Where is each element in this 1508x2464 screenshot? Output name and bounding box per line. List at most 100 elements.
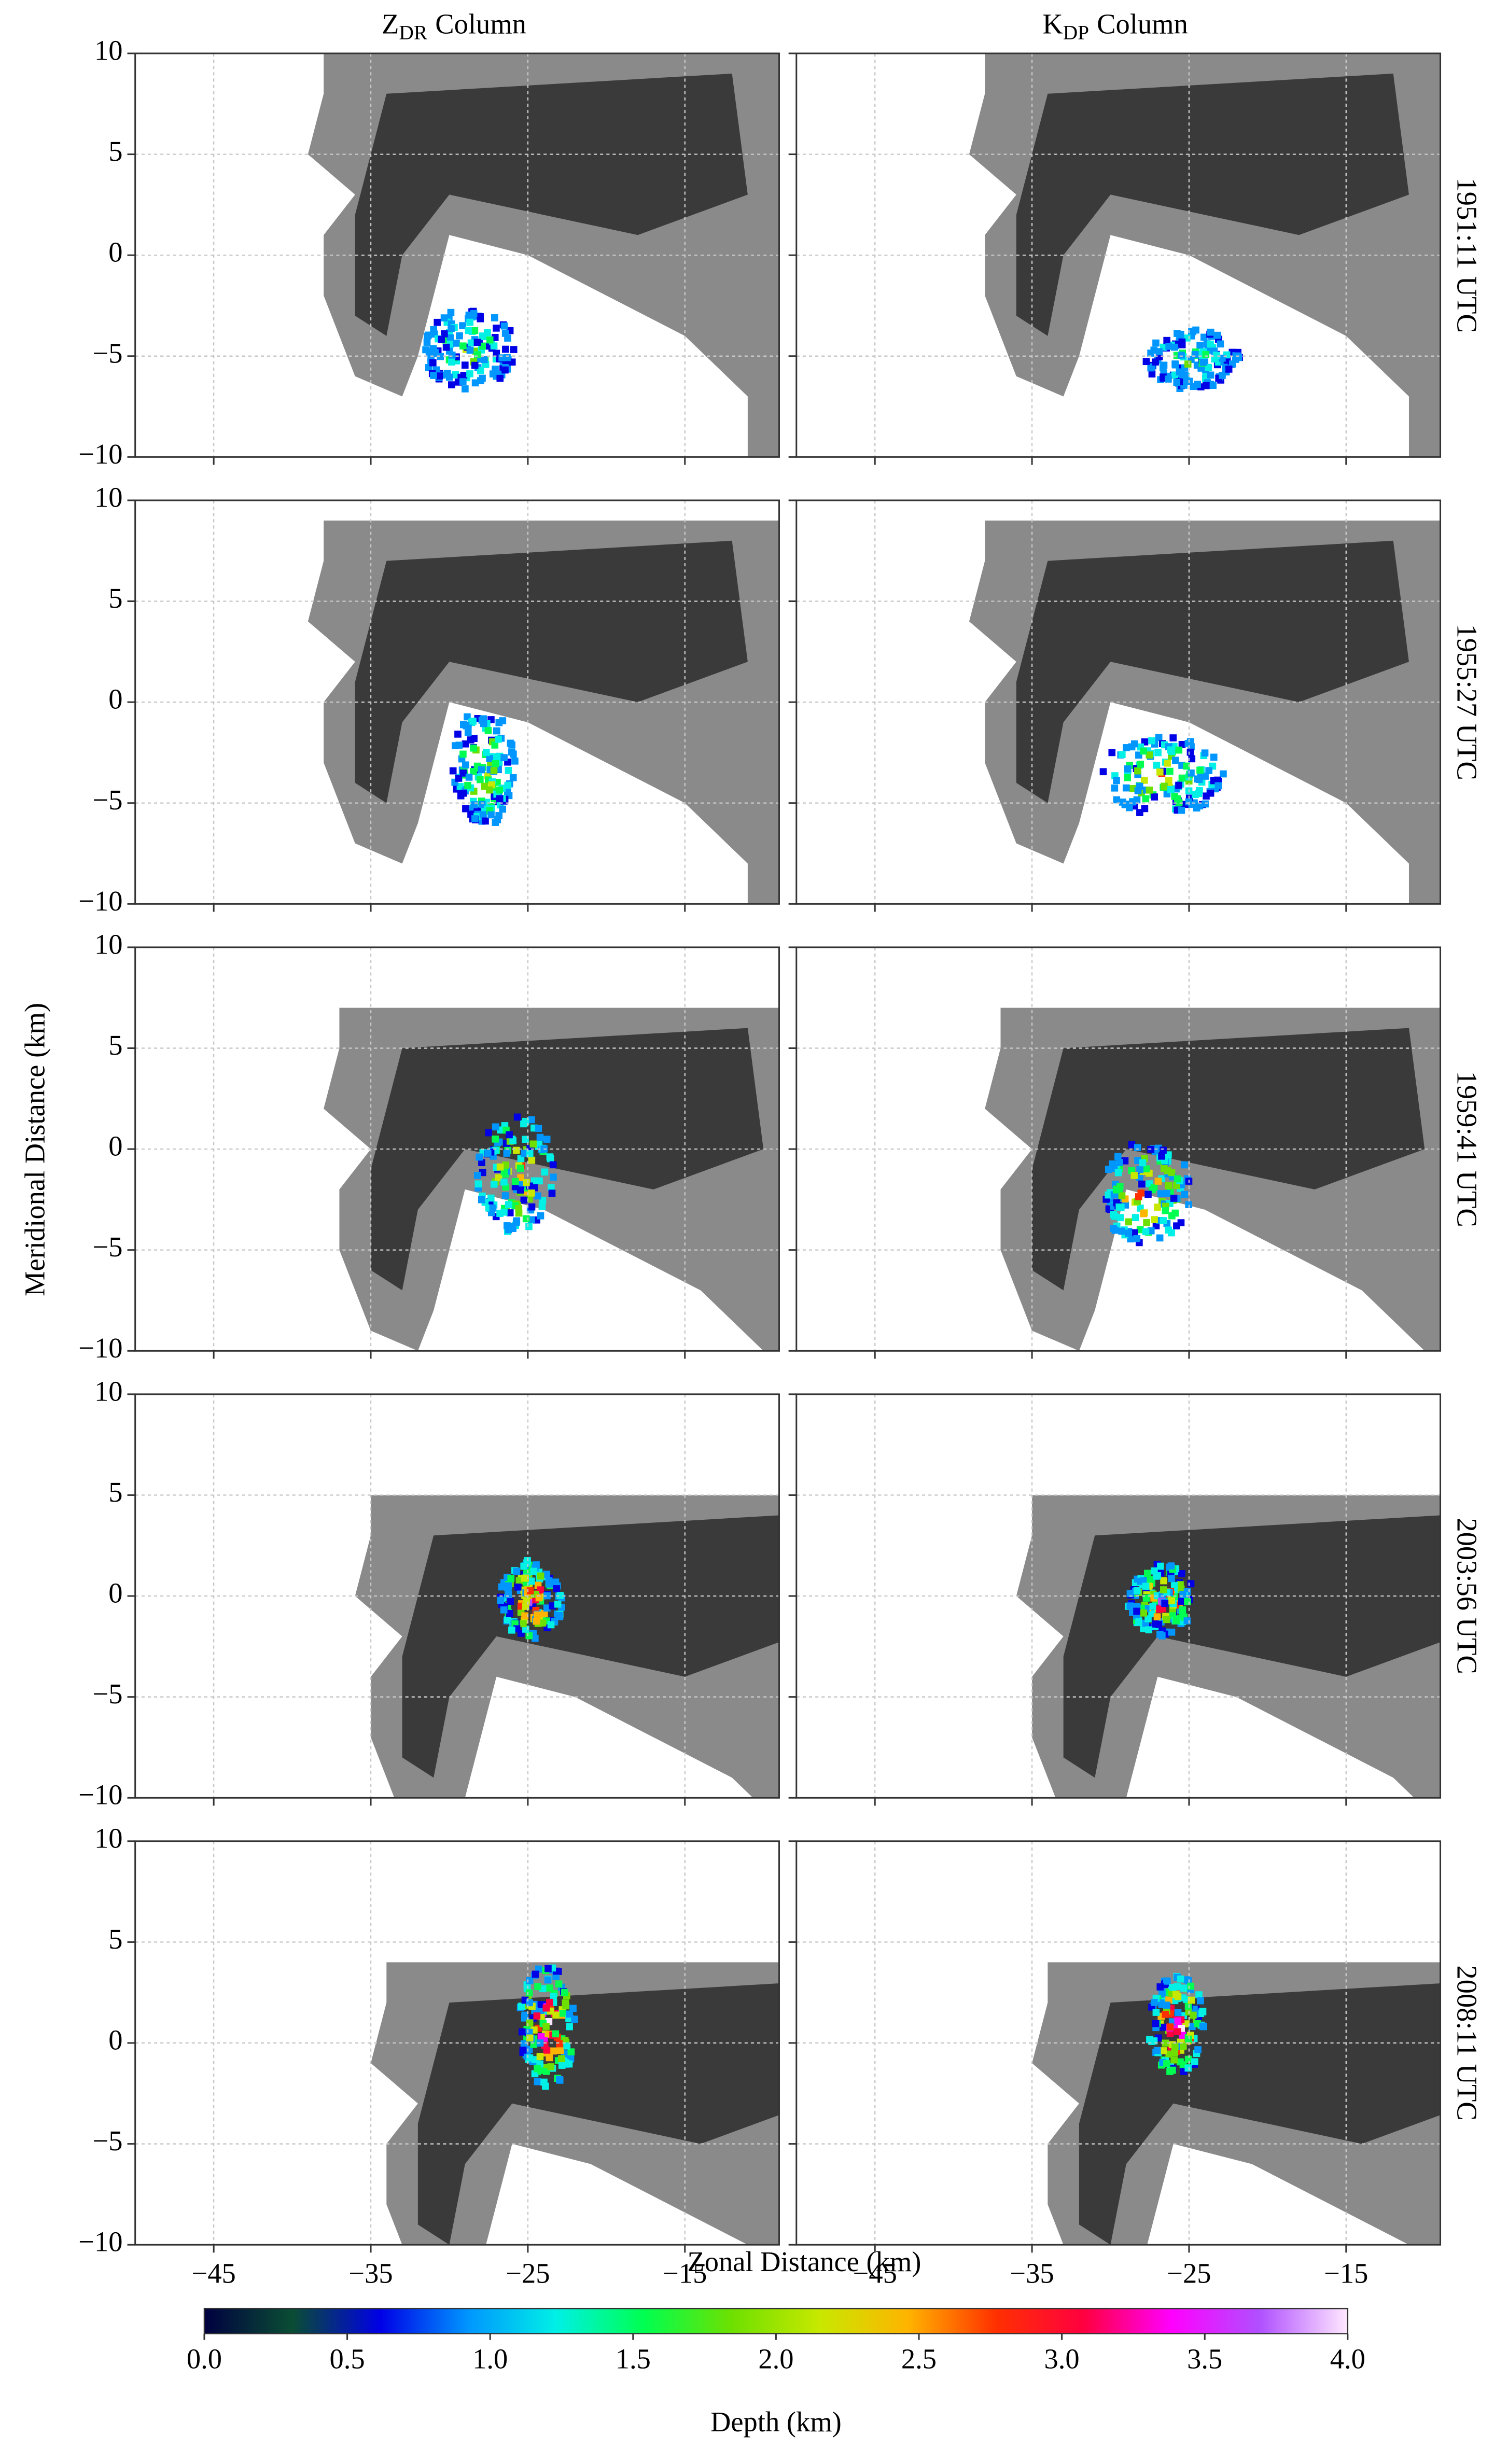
column-pixel <box>513 1567 520 1575</box>
column-pixel <box>493 727 500 735</box>
column-pixel <box>1133 1607 1140 1615</box>
column-pixel <box>1181 371 1189 379</box>
title-main: Z <box>382 8 399 39</box>
column-pixel <box>513 1113 521 1121</box>
column-pixel <box>1154 749 1162 757</box>
column-pixel <box>1136 1173 1143 1181</box>
column-pixel <box>501 366 509 374</box>
column-pixel <box>528 1156 536 1164</box>
column-pixel <box>552 2011 560 2019</box>
column-pixel <box>506 1209 514 1216</box>
column-pixel <box>442 343 450 351</box>
column-pixel <box>1156 1605 1163 1613</box>
column-pixel <box>546 1998 553 2006</box>
column-pixel <box>1163 337 1170 344</box>
column-pixel <box>1143 1219 1150 1226</box>
column-pixel <box>1151 1999 1158 2006</box>
y-tick-label: −5 <box>92 2125 122 2157</box>
column-pixel <box>505 1201 512 1209</box>
column-pixel <box>1169 1984 1177 1991</box>
column-pixel <box>534 1983 541 1991</box>
column-pixel <box>486 755 493 762</box>
column-pixel <box>1133 1235 1141 1242</box>
column-pixel <box>1157 1190 1165 1197</box>
panel <box>788 946 1442 1359</box>
column-pixel <box>1190 2011 1197 2019</box>
column-pixel <box>498 1583 506 1591</box>
y-tick-label: −5 <box>92 784 122 816</box>
column-pixel <box>1175 746 1183 754</box>
column-pixel <box>466 318 473 326</box>
column-pixel <box>1133 1587 1141 1594</box>
column-pixel <box>495 735 502 743</box>
y-tick-label: 10 <box>94 34 123 66</box>
column-pixel <box>1113 796 1121 804</box>
column-pixel <box>1160 2023 1167 2031</box>
column-pixel <box>1136 1226 1144 1234</box>
column-pixel <box>541 1168 549 1176</box>
column-pixel <box>1172 1991 1180 1998</box>
radar-image <box>985 1007 1441 1351</box>
column-pixel <box>561 1989 568 1996</box>
y-tick-label: 5 <box>108 1476 122 1508</box>
column-pixel <box>1176 368 1183 376</box>
column-pixel <box>1146 1576 1153 1584</box>
column-pixel <box>1210 753 1218 761</box>
column-pixel <box>1207 340 1214 348</box>
column-pixel <box>501 1192 509 1199</box>
column-pixel <box>452 371 459 379</box>
column-pixel <box>1111 784 1119 792</box>
column-pixel <box>1207 371 1214 379</box>
column-pixel <box>1186 748 1194 756</box>
column-pixel <box>1113 777 1120 785</box>
column-pixel <box>506 1131 513 1139</box>
column-pixel <box>474 351 481 358</box>
column-pixel <box>470 744 477 752</box>
column-pixel <box>437 353 444 360</box>
column-pixel <box>1207 789 1214 797</box>
column-pixel <box>1220 770 1227 778</box>
column-pixel <box>464 729 472 736</box>
column-pixel <box>1111 1226 1119 1234</box>
column-pixel <box>480 356 488 363</box>
column-pixel <box>1160 1577 1167 1585</box>
column-pixel <box>449 767 457 775</box>
y-tick-label: 5 <box>108 1923 122 1955</box>
column-pixel <box>460 372 468 379</box>
column-pixel <box>543 1604 551 1612</box>
column-pixel <box>440 330 448 338</box>
colorbar-tick-label: 2.5 <box>901 2343 937 2375</box>
column-pixel <box>1166 767 1174 775</box>
y-tick-label: −10 <box>78 885 122 917</box>
column-pixel <box>1142 358 1150 366</box>
column-pixel <box>436 372 443 380</box>
row-label: 1955:27 UTC <box>1451 624 1483 780</box>
column-pixel <box>464 781 471 789</box>
column-pixel <box>471 361 479 369</box>
column-pixel <box>1144 1615 1152 1622</box>
column-pixel <box>474 1180 482 1188</box>
column-pixel <box>1160 1586 1167 1593</box>
column-pixel <box>1149 1603 1157 1610</box>
column-pixel <box>459 378 467 385</box>
reflectivity-core <box>1016 540 1409 803</box>
column-pixel <box>525 1989 533 1997</box>
column-pixel <box>1177 1581 1184 1588</box>
row-label: 2003:56 UTC <box>1451 1518 1483 1674</box>
column-pixel <box>478 766 485 774</box>
column-pixel <box>1172 757 1179 764</box>
column-pixel <box>455 775 463 782</box>
column-pixel <box>487 1194 495 1202</box>
column-pixel <box>1121 1157 1129 1165</box>
column-pixel <box>1167 1562 1175 1570</box>
column-pixel <box>492 819 499 826</box>
column-pixel <box>495 1174 502 1182</box>
column-pixel <box>1163 1189 1170 1197</box>
title-sub: DP <box>1063 21 1089 44</box>
column-pixel <box>520 1196 528 1204</box>
column-pixel <box>477 367 484 374</box>
y-tick-label: −10 <box>78 1332 122 1364</box>
column-pixel <box>1123 744 1130 751</box>
column-pixel <box>470 735 478 743</box>
column-pixel <box>1171 343 1178 351</box>
